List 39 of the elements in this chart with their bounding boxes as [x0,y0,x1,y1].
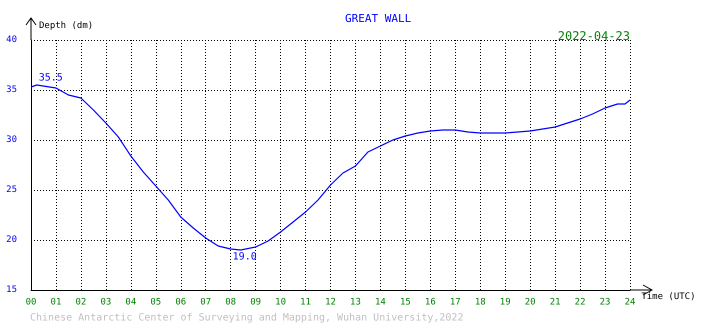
x-tick-label: 03 [100,298,112,308]
x-tick-label: 19 [500,298,511,308]
x-tick-label: 04 [125,298,136,308]
x-tick-label: 14 [374,298,386,308]
x-tick-label: 09 [250,298,262,308]
x-tick-label: 17 [450,298,461,308]
x-tick-label: 15 [400,298,411,308]
x-tick-label: 13 [350,298,361,308]
chart-title: GREAT WALL [345,12,412,25]
text: Chinese Antarctic Center of Surveying and Mapping, Wuhan University,2022 [30,312,464,324]
x-tick-label: 12 [325,298,336,308]
x-tick-label: 01 [50,298,62,308]
x-tick-label: 18 [474,298,486,308]
y-tick-label: 15 [6,285,17,295]
x-tick-label: 20 [524,298,536,308]
x-tick-label: 10 [275,298,286,308]
y-tick-label: 40 [6,35,17,45]
x-tick-label: 22 [574,298,586,308]
y-tick-label: 35 [6,85,17,95]
x-tick-label: 21 [550,298,561,308]
y-tick-label: 20 [6,235,17,245]
annotation: 19.0 [232,252,257,262]
y-tick-label: 30 [6,135,17,145]
x-tick-label: 24 [624,298,636,308]
x-axis-title: Time (UTC) [641,292,696,302]
annotation: 2022-04-23 [558,29,630,43]
annotation: 35.5 [38,72,63,84]
x-tick-label: 05 [150,298,162,308]
x-tick-label: 16 [424,298,436,308]
x-tick-label: 02 [75,298,86,308]
x-tick-label: 00 [26,298,36,308]
x-tick-label: 11 [300,298,311,308]
y-tick-label: 25 [6,185,17,195]
line-series [30,84,631,251]
x-tick-label: 06 [175,298,186,308]
y-axis-title: Depth (dm) [39,21,94,31]
x-tick-label: 07 [200,298,212,308]
x-tick-label: 23 [600,298,610,308]
x-tick-label: 08 [225,298,236,308]
